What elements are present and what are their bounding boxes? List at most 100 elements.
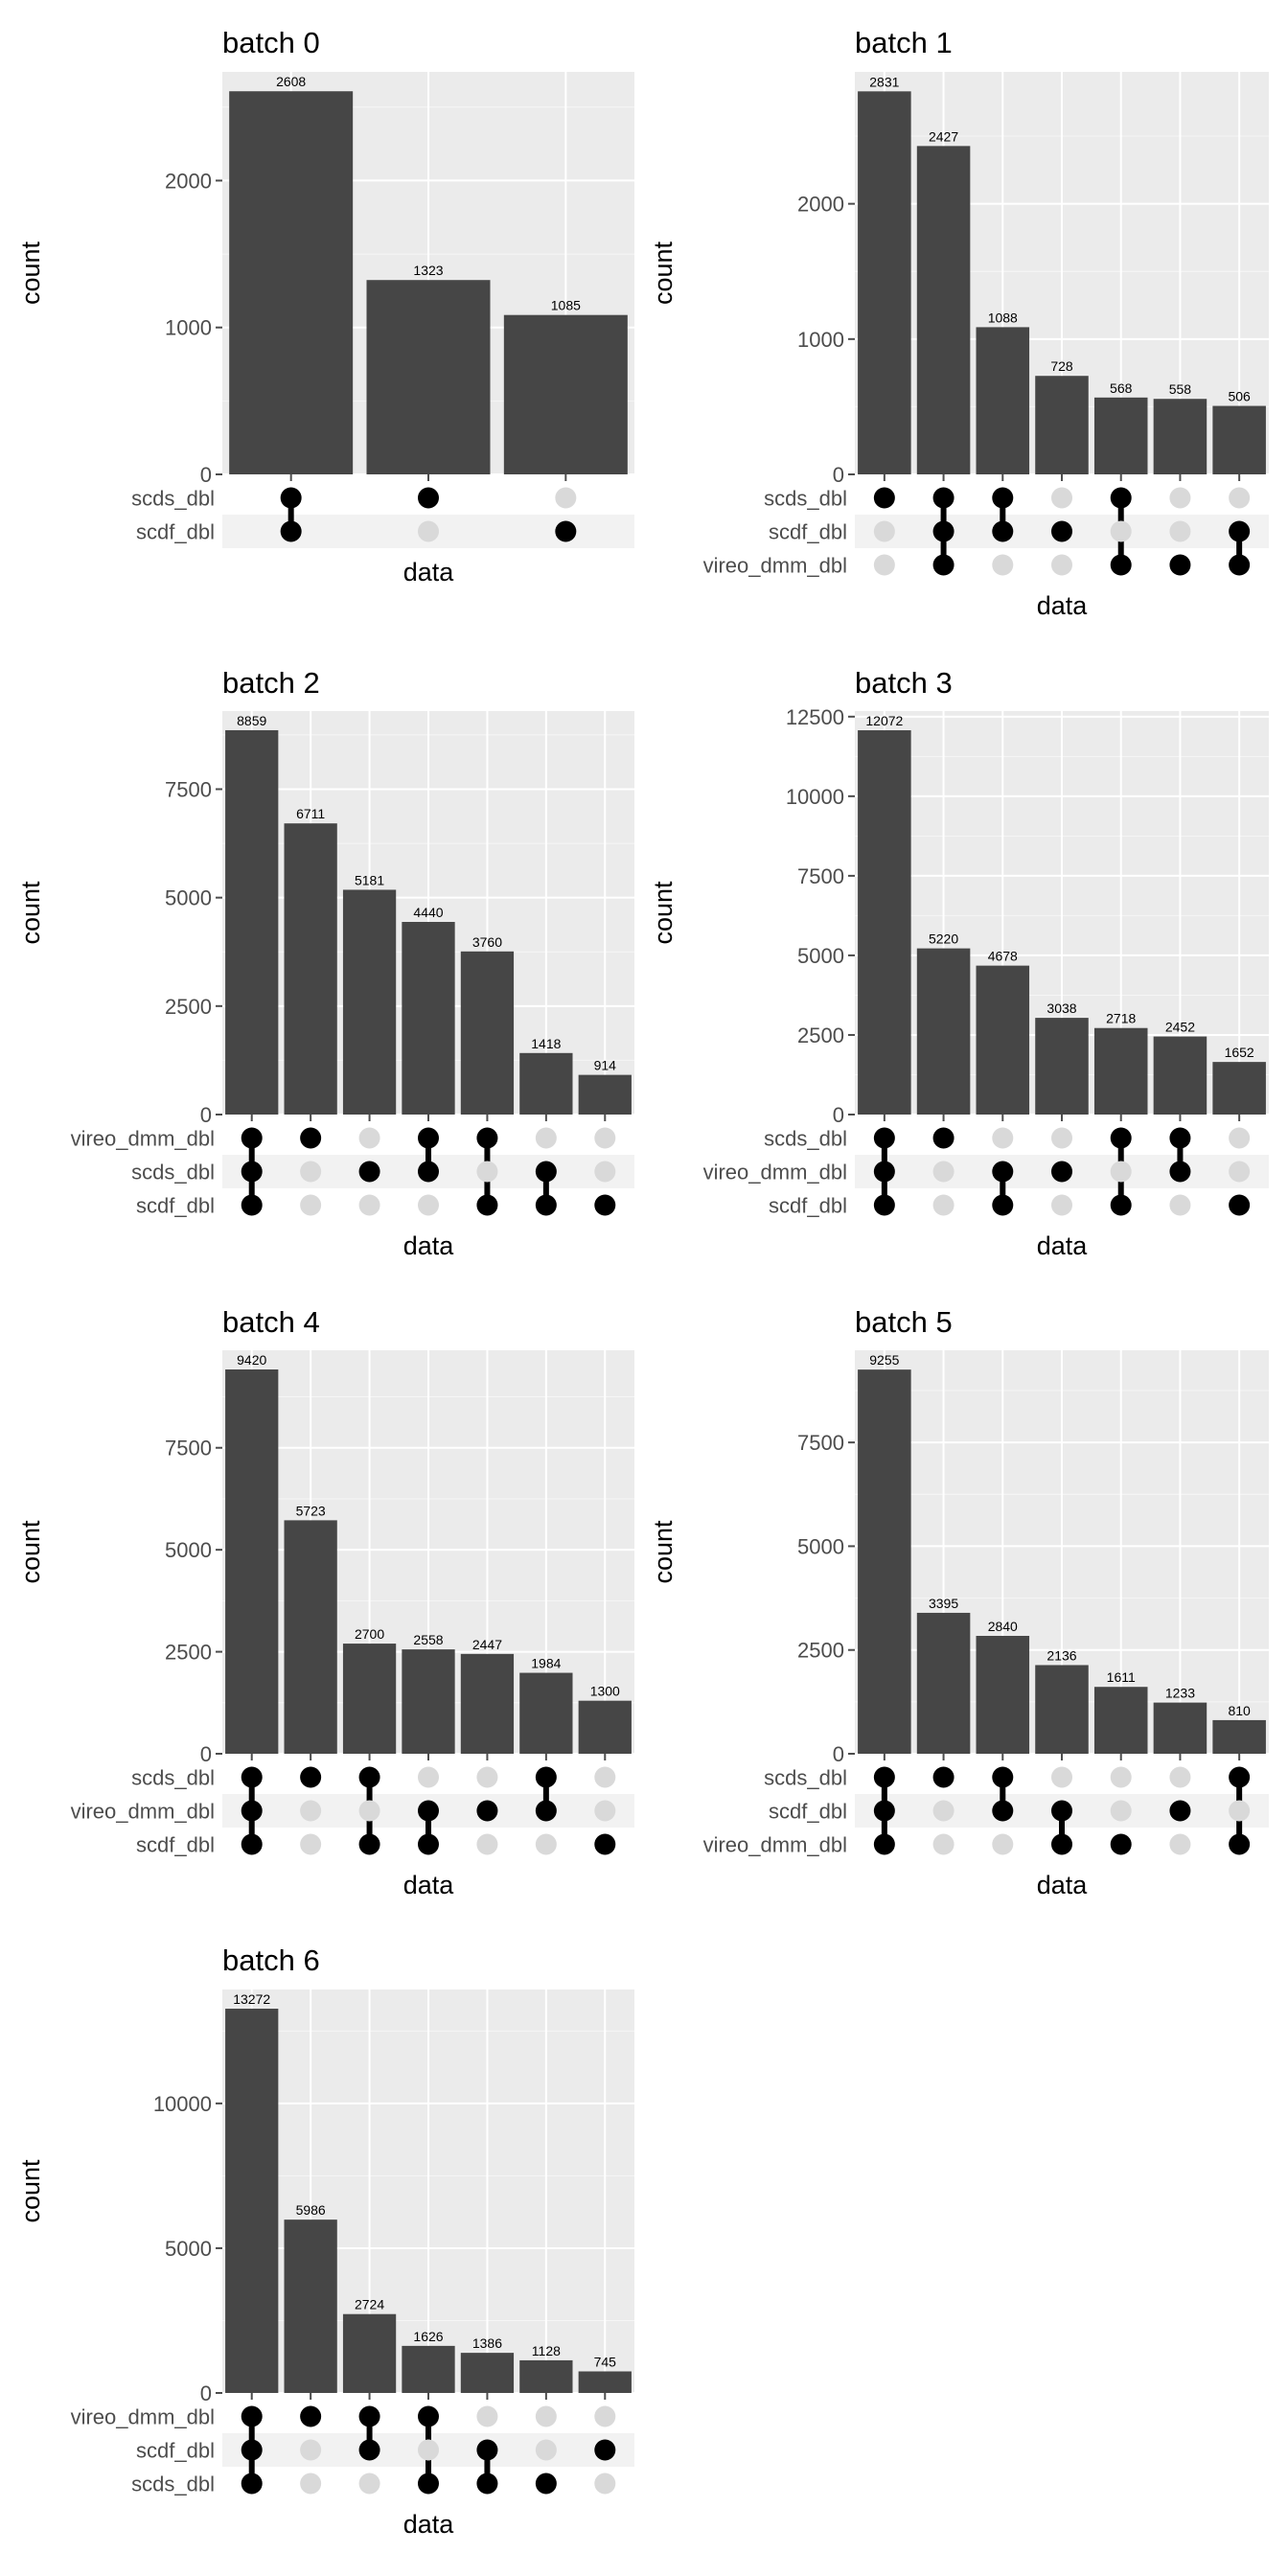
bar (460, 951, 515, 1115)
panel-title: batch 3 (855, 666, 953, 700)
intersection-dot-on (1169, 554, 1191, 576)
x-axis-title: data (403, 1871, 455, 1899)
y-tick-label: 2000 (165, 169, 212, 193)
intersection-dot-on (992, 1800, 1014, 1822)
intersection-dot-off (418, 1766, 439, 1788)
bar (858, 730, 911, 1115)
bar-label: 2724 (355, 2297, 384, 2312)
y-tick-label: 0 (833, 1742, 844, 1766)
intersection-dot-on (873, 1194, 895, 1216)
bar-label: 9420 (237, 1352, 266, 1368)
intersection-dot-on (1229, 1194, 1251, 1216)
set-label: scds_dbl (131, 1766, 215, 1790)
bar-label: 3038 (1046, 1000, 1076, 1016)
intersection-dot-off (873, 520, 895, 542)
intersection-dot-on (418, 1800, 439, 1822)
intersection-dot-on (1110, 487, 1132, 509)
bar-label: 2831 (869, 74, 899, 89)
intersection-dot-on (594, 1833, 616, 1855)
bar (1212, 1719, 1266, 1754)
intersection-dot-off (358, 1800, 380, 1822)
bar-label: 1652 (1225, 1045, 1254, 1060)
intersection-dot-on (992, 520, 1014, 542)
intersection-dot-off (300, 1161, 322, 1183)
intersection-dot-on (932, 554, 954, 576)
set-label: scdf_dbl (769, 1800, 847, 1824)
intersection-dot-on (280, 487, 302, 509)
x-axis-title: data (1037, 1871, 1089, 1899)
panel-title: batch 4 (222, 1305, 320, 1339)
intersection-dot-on (476, 1194, 498, 1216)
y-tick-label: 5000 (165, 2237, 212, 2261)
set-label: vireo_dmm_dbl (71, 1800, 215, 1824)
intersection-dot-on (932, 520, 954, 542)
y-tick-label: 12500 (786, 705, 844, 729)
bar-label: 5723 (296, 1503, 326, 1518)
intersection-dot-off (1169, 487, 1191, 509)
intersection-dot-on (1110, 1127, 1132, 1149)
y-tick-label: 5000 (165, 886, 212, 910)
bar-label: 568 (1110, 380, 1133, 396)
intersection-dot-on (1051, 1161, 1072, 1183)
y-tick-label: 0 (200, 2381, 212, 2405)
intersection-dot-on (535, 2472, 557, 2495)
intersection-dot-off (594, 1161, 616, 1183)
y-tick-label: 2500 (797, 1639, 844, 1663)
x-axis-title: data (403, 2510, 455, 2539)
upset-panel-0: batch 0 0 1000 2000 2608 1323 1085 count scds_db… (16, 26, 634, 586)
intersection-dot-on (241, 1766, 263, 1788)
intersection-dot-on (300, 2405, 322, 2427)
set-label: scds_dbl (764, 1127, 847, 1151)
intersection-dot-on (594, 1194, 616, 1216)
bar-label: 2136 (1046, 1647, 1076, 1663)
bar (858, 1369, 911, 1754)
bar (976, 965, 1030, 1115)
set-label: scdf_dbl (136, 1194, 215, 1218)
set-label: scdf_dbl (769, 1194, 847, 1218)
bar-label: 2700 (355, 1626, 384, 1642)
y-tick-label: 7500 (797, 864, 844, 888)
bar (1035, 376, 1089, 474)
intersection-dot-on (418, 2472, 439, 2495)
y-tick-label: 2500 (165, 995, 212, 1019)
intersection-dot-off (300, 2439, 322, 2461)
set-label: vireo_dmm_dbl (703, 554, 847, 578)
bar (519, 1052, 573, 1115)
set-label: vireo_dmm_dbl (703, 1833, 847, 1857)
intersection-dot-on (418, 2405, 439, 2427)
intersection-dot-off (992, 1833, 1014, 1855)
bar (916, 1612, 971, 1754)
bar-label: 3395 (929, 1596, 958, 1611)
bar (1093, 1687, 1148, 1754)
intersection-dot-on (992, 487, 1014, 509)
intersection-dot-off (932, 1161, 954, 1183)
intersection-dot-off (476, 1766, 498, 1788)
intersection-dot-on (1051, 1800, 1072, 1822)
upset-panel-1: batch 1 0 1000 2000 2831 2427 1088 728 568 558 506… (649, 26, 1269, 620)
bar-label: 9255 (869, 1352, 899, 1368)
bar (225, 2009, 279, 2393)
bar-label: 728 (1050, 358, 1073, 374)
bar-label: 810 (1228, 1703, 1251, 1718)
y-tick-label: 10000 (153, 2092, 212, 2116)
intersection-dot-off (1229, 1127, 1251, 1149)
intersection-dot-on (241, 2439, 263, 2461)
bar-label: 1626 (413, 2329, 443, 2344)
intersection-dot-on (418, 1833, 439, 1855)
intersection-dot-off (418, 2439, 439, 2461)
set-label: scdf_dbl (136, 2439, 215, 2463)
intersection-dot-off (300, 1833, 322, 1855)
intersection-dot-on (873, 1161, 895, 1183)
intersection-dot-off (358, 1194, 380, 1216)
intersection-dot-on (873, 1766, 895, 1788)
y-axis-title: count (649, 881, 678, 945)
bar-label: 2558 (413, 1632, 443, 1647)
bar-label: 745 (594, 2354, 617, 2369)
y-axis-title: count (649, 1520, 678, 1584)
bar-label: 2427 (929, 128, 958, 144)
bar-label: 2452 (1165, 1020, 1195, 1035)
intersection-dot-on (358, 1161, 380, 1183)
y-axis-title: count (16, 1520, 45, 1584)
bar (402, 922, 455, 1115)
bar (1035, 1018, 1089, 1115)
